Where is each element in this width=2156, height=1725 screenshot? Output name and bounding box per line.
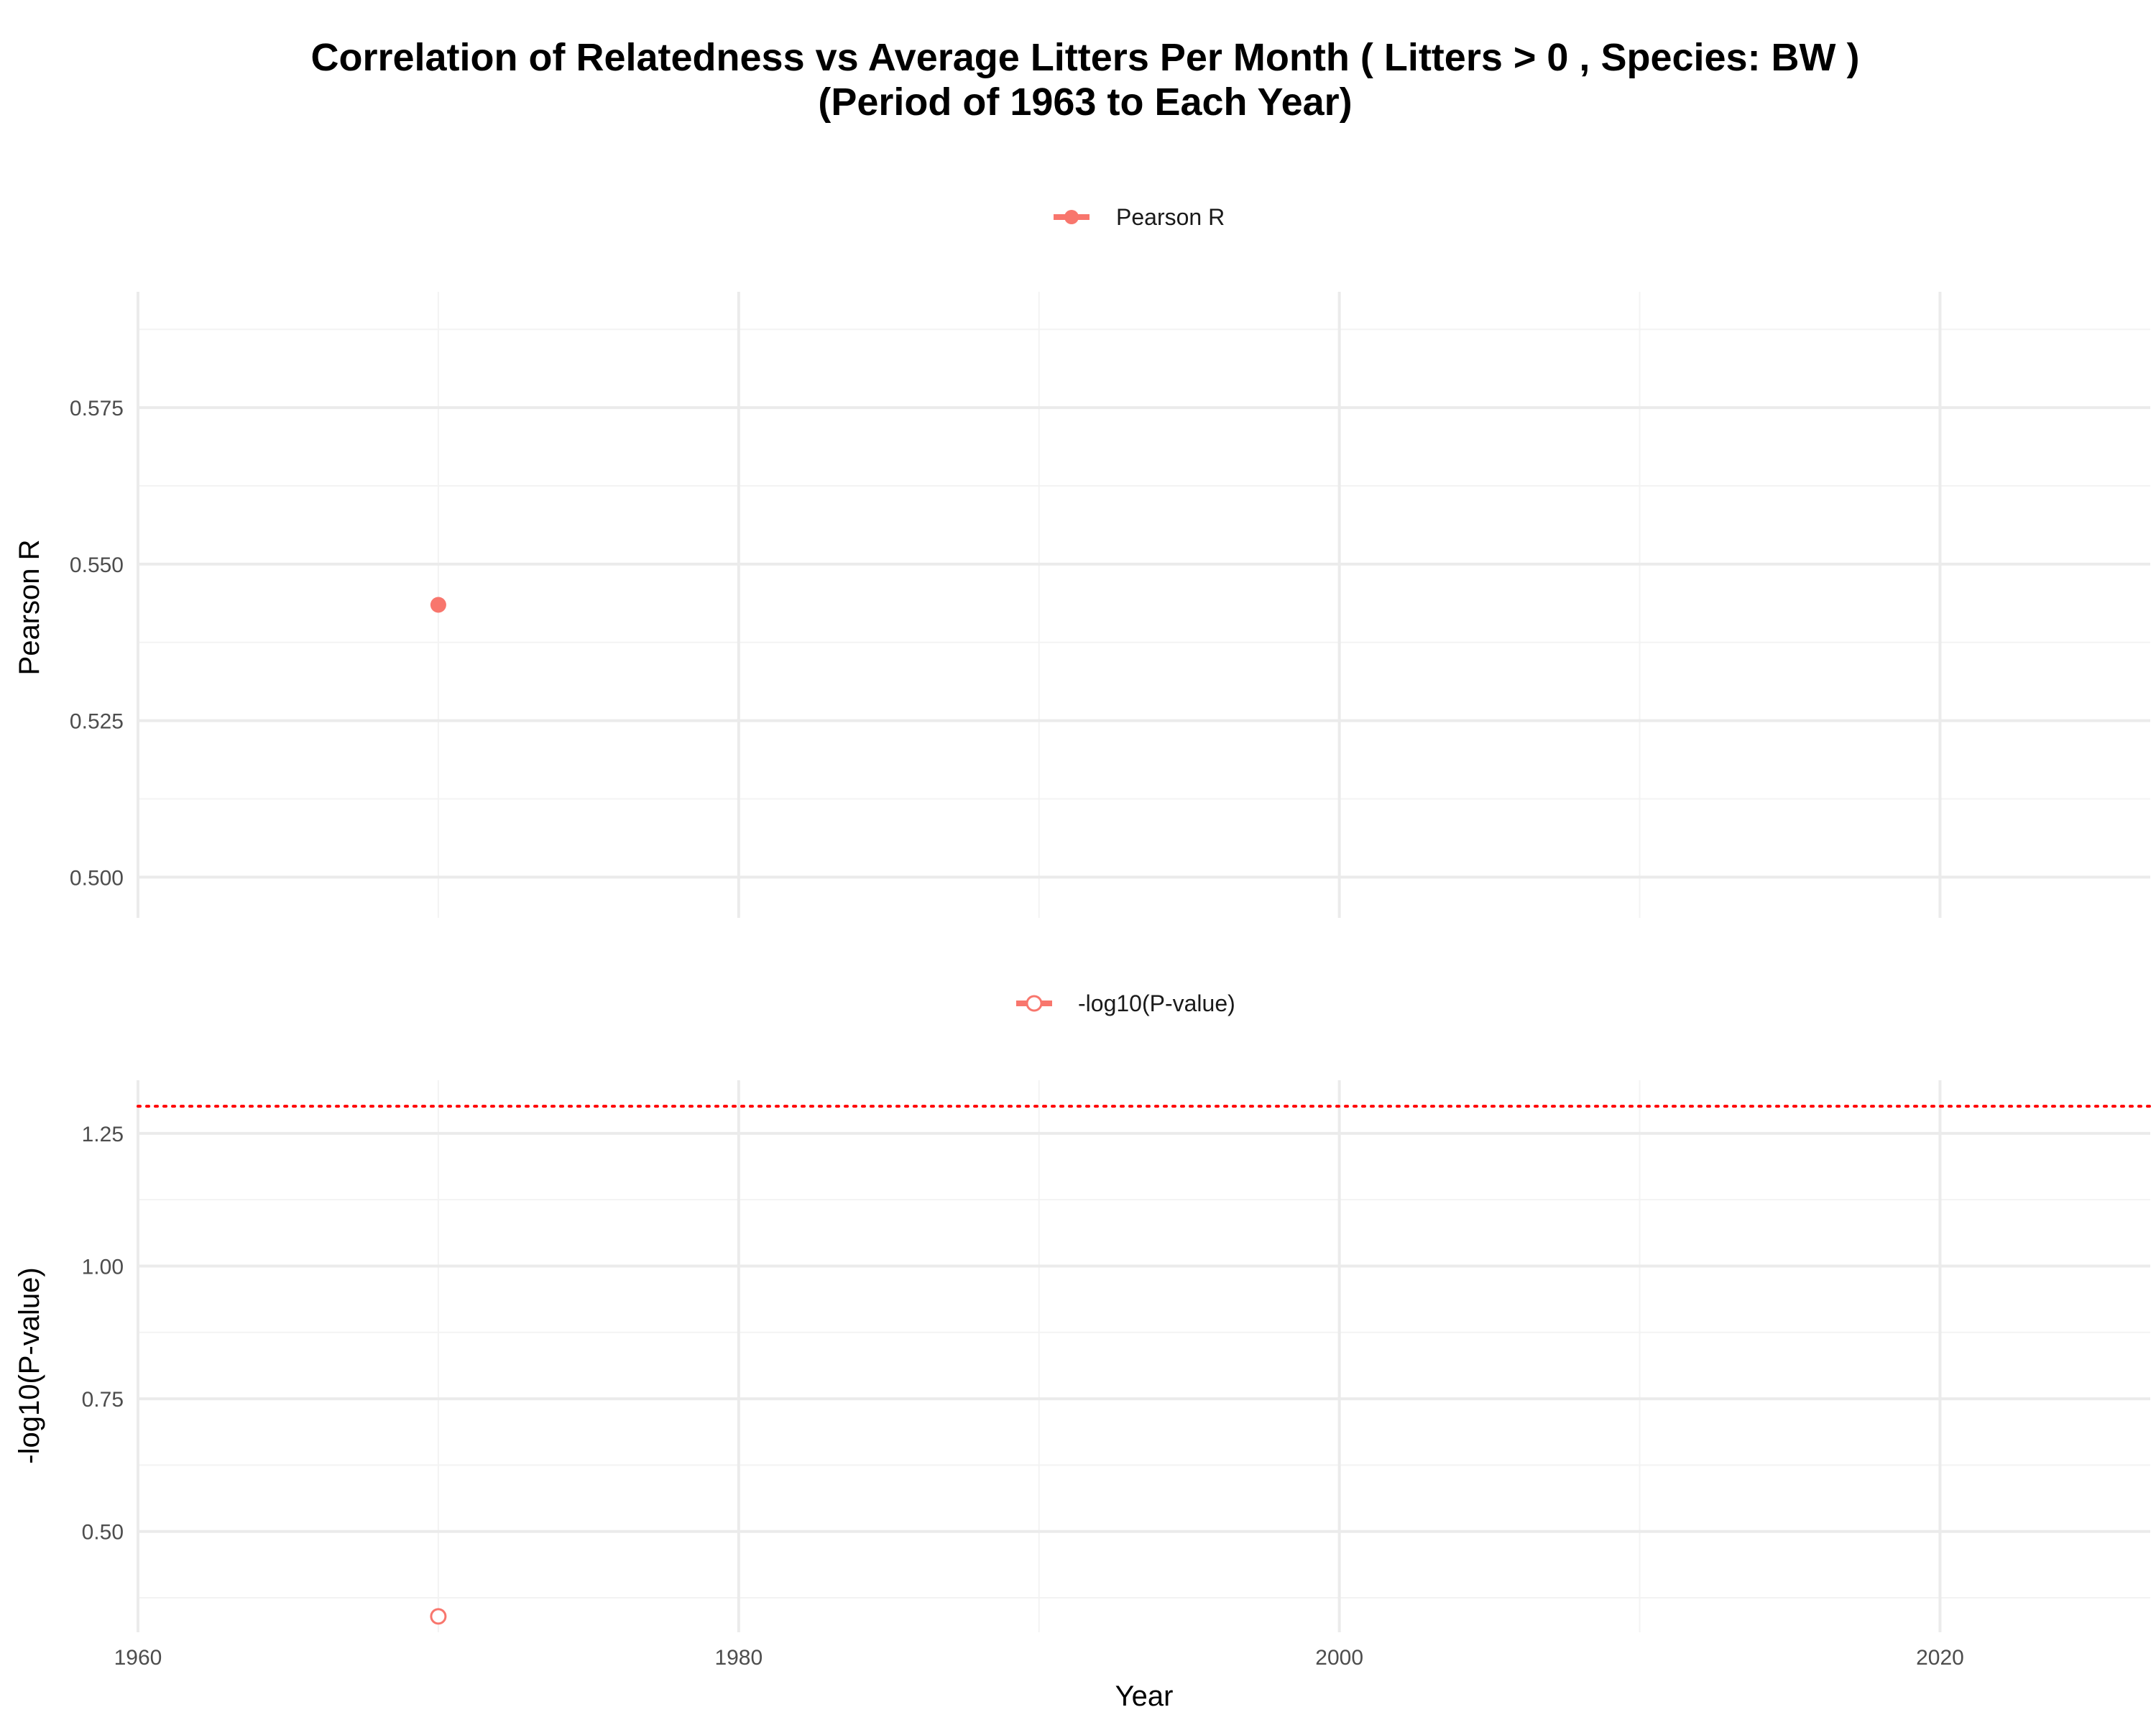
y-axis-title-log-p-value: -log10(P-value) [14,1267,45,1463]
chart-title: Correlation of Relatedness vs Average Li… [310,36,1859,79]
x-tick-label: 1960 [114,1646,162,1670]
legend-marker-log-p-value [1026,995,1043,1012]
x-tick-label: 2000 [1315,1646,1363,1670]
y-tick-label: 0.50 [82,1521,124,1545]
y-tick-label: 0.525 [70,710,124,734]
y-axis-title-pearson-r: Pearson R [14,540,45,676]
y-tick-label: 0.75 [82,1388,124,1412]
chart-subtitle: (Period of 1963 to Each Year) [818,80,1352,124]
y-tick-label: 0.500 [70,866,124,890]
x-axis: 1960 1980 2000 2020 [114,1646,1964,1670]
legend-marker-pearson-r [1064,210,1079,224]
legend-pearson-r: Pearson R [1054,204,1225,230]
panel-log-p-value: -log10(P-value) 0.50 0.75 1.00 1.25 -log10(… [14,990,2152,1632]
plot-area-log-p-value: 0.50 0.75 1.00 1.25 [82,1080,2152,1632]
panel-pearson-r: Pearson R 0.500 0.525 0.550 0.575 Pearson R [14,204,2150,918]
data-point-log-p-value [430,1608,447,1625]
y-tick-label: 0.575 [70,397,124,420]
legend-log-p-value: -log10(P-value) [1016,990,1235,1016]
y-tick-label: 1.00 [82,1255,124,1279]
x-tick-label: 2020 [1916,1646,1964,1670]
y-tick-label: 1.25 [82,1123,124,1146]
x-tick-label: 1980 [714,1646,763,1670]
plot-area-pearson-r: 0.500 0.525 0.550 0.575 [70,292,2150,918]
legend-label-pearson-r: Pearson R [1116,204,1225,230]
x-axis-title: Year [1115,1680,1174,1712]
legend-label-log-p-value: -log10(P-value) [1078,990,1235,1016]
y-tick-label: 0.550 [70,553,124,577]
data-point-pearson-r [430,597,446,613]
